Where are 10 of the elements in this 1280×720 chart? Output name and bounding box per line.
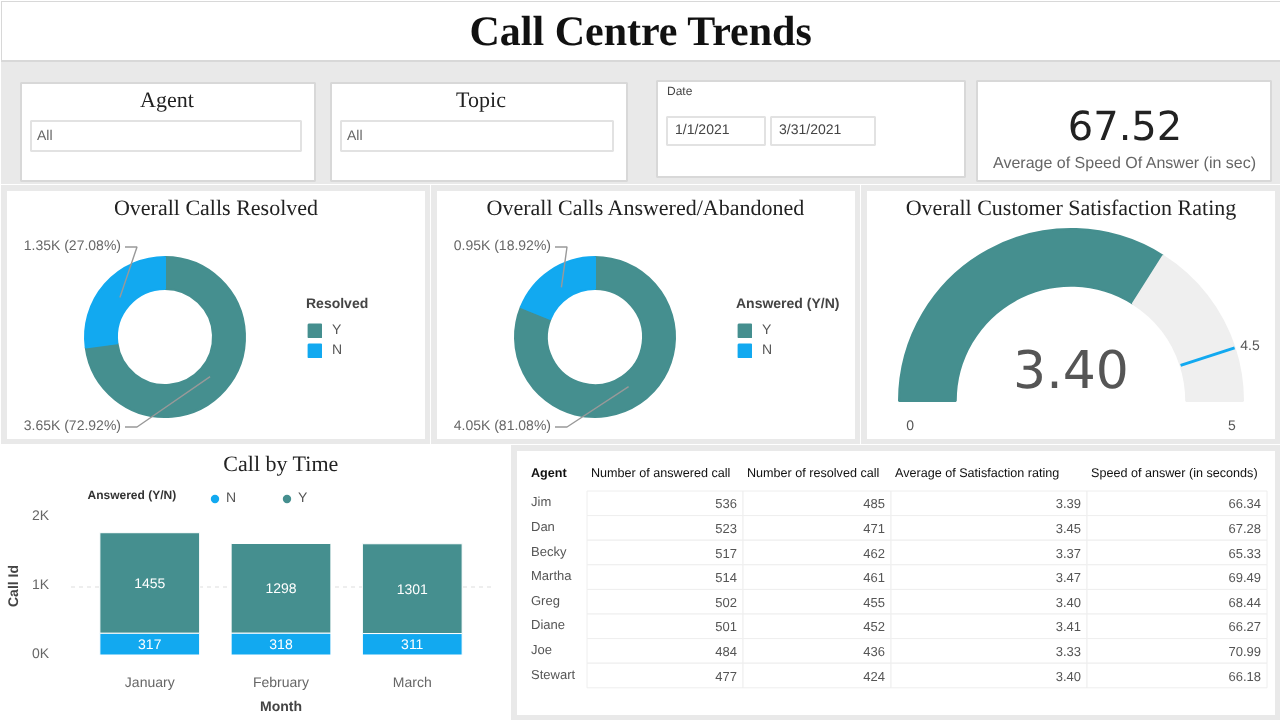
text: Agent [140, 89, 194, 113]
text: Average of Speed Of Answer (in sec) [993, 154, 1257, 172]
text: Call Centre Trends [469, 7, 812, 55]
data-label: 3.40 [1013, 342, 1129, 402]
chart-title: Overall Calls Resolved [113, 197, 320, 221]
chart-title: Overall Calls Answered/Abandoned [486, 197, 806, 221]
chart-title: Overall Customer Satisfaction Rating [905, 197, 1238, 221]
text: 67.52 [1067, 102, 1183, 150]
text: Topic [456, 89, 507, 113]
chart-title: Call by Time [223, 453, 339, 477]
